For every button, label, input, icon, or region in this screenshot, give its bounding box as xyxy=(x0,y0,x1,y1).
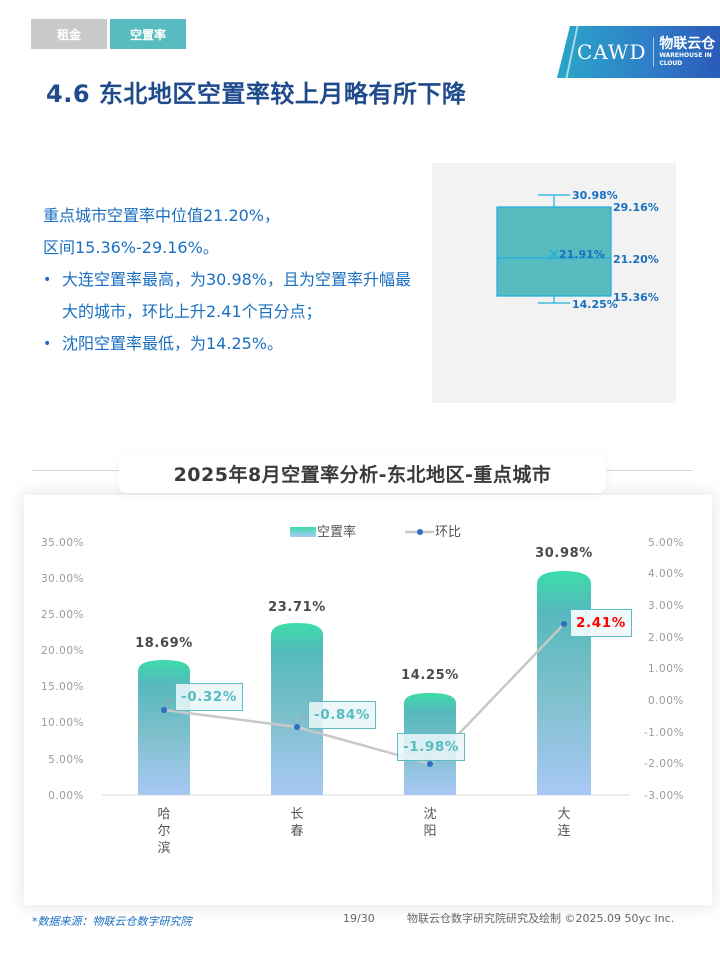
right-tick: 5.00% xyxy=(648,537,684,549)
bar-value-shenyang: 14.25% xyxy=(401,668,459,683)
bar-value-harbin: 18.69% xyxy=(135,636,193,651)
mom-label-shenyang: -1.98% xyxy=(397,733,466,761)
left-tick: 35.00% xyxy=(41,537,84,549)
logo-cawd-text: CAWD xyxy=(577,40,647,64)
tab-vacancy-label: 空置率 xyxy=(129,27,166,42)
tab-vacancy-rate[interactable]: 空置率 xyxy=(110,19,186,49)
category-label-shenyang: 沈阳 xyxy=(423,807,436,839)
mom-label-changchun: -0.84% xyxy=(308,701,377,729)
left-tick: 5.00% xyxy=(48,754,84,766)
leader-line xyxy=(163,699,176,711)
right-tick: 2.00% xyxy=(648,632,684,644)
mom-label-dalian: 2.41% xyxy=(570,609,632,637)
data-source-note: *数据来源：物联云仓数字研究院 xyxy=(32,915,192,928)
copyright-credit: 物联云仓数字研究院研究及绘制 ©2025.09 50yc Inc. xyxy=(407,912,675,925)
category-label-dalian: 大连 xyxy=(557,807,570,839)
brand-logo: CAWD 物联云仓 WAREHOUSE IN CLOUD xyxy=(557,26,720,78)
right-axis: -3.00% -2.00% -1.00% 0.00% 1.00% 2.00% 3… xyxy=(644,537,684,802)
boxplot-median-label: 21.20% xyxy=(613,253,659,266)
right-tick: -2.00% xyxy=(644,758,684,770)
bar-changchun xyxy=(271,623,323,795)
right-tick: 4.00% xyxy=(648,568,684,580)
boxplot-svg: 30.98% 29.16% 21.91% 21.20% 15.36% 14.25… xyxy=(496,189,659,311)
chart-title: 2025年8月空置率分析-东北地区-重点城市 xyxy=(119,453,606,493)
right-tick: -3.00% xyxy=(644,790,684,802)
legend-vacancy-label: 空置率 xyxy=(317,524,356,540)
boxplot-q1-label: 15.36% xyxy=(613,291,659,304)
logo-separator xyxy=(652,37,654,67)
boxplot-box xyxy=(496,206,612,297)
tab-rent[interactable]: 租金 xyxy=(31,19,107,49)
left-axis: 0.00% 5.00% 10.00% 15.00% 20.00% 25.00% … xyxy=(41,537,84,802)
mom-point-shenyang xyxy=(427,761,433,767)
category-label-harbin: 哈尔滨 xyxy=(157,807,170,856)
left-tick: 20.00% xyxy=(41,645,84,657)
logo-brand-cn: 物联云仓 xyxy=(659,36,716,52)
logo-brand-en: WAREHOUSE IN CLOUD xyxy=(659,52,712,67)
right-tick: -1.00% xyxy=(644,727,684,739)
summary-text: 重点城市空置率中位值21.20%， 区间15.36%-29.16%。 大连空置率… xyxy=(43,200,423,360)
mom-point-changchun xyxy=(294,724,300,730)
boxplot-q3-label: 29.16% xyxy=(613,201,659,214)
tab-rent-label: 租金 xyxy=(56,27,81,42)
left-tick: 0.00% xyxy=(48,790,84,802)
logo-brand: 物联云仓 WAREHOUSE IN CLOUD xyxy=(659,36,720,68)
boxplot-panel: 30.98% 29.16% 21.91% 21.20% 15.36% 14.25… xyxy=(432,163,676,403)
section-rule-left xyxy=(32,470,122,471)
left-tick: 10.00% xyxy=(41,717,84,729)
mean-marker-icon xyxy=(549,249,559,259)
mom-line xyxy=(163,623,565,766)
legend-mom-label: 环比 xyxy=(435,525,461,540)
chart-legend: 空置率 环比 xyxy=(290,524,461,540)
summary-bullet-highest: 大连空置率最高，为30.98%，且为空置率升幅最大的城市，环比上升2.41个百分… xyxy=(43,264,413,328)
legend-line-marker-icon xyxy=(417,529,423,535)
right-tick: 1.00% xyxy=(648,663,684,675)
leader-line xyxy=(296,716,309,728)
left-tick: 25.00% xyxy=(41,609,84,621)
boxplot-max-label: 30.98% xyxy=(572,189,618,202)
bar-dalian xyxy=(537,571,591,795)
page-title: 4.6 东北地区空置率较上月略有所下降 xyxy=(46,80,467,108)
boxplot-min-label: 14.25% xyxy=(572,298,618,311)
right-tick: 3.00% xyxy=(648,600,684,612)
category-label-changchun: 长春 xyxy=(290,807,303,839)
mom-point-harbin xyxy=(161,707,167,713)
left-tick: 15.00% xyxy=(41,681,84,693)
mom-label-harbin: -0.32% xyxy=(175,683,244,711)
summary-bullet-lowest: 沈阳空置率最低，为14.25%。 xyxy=(43,328,413,360)
bar-value-dalian: 30.98% xyxy=(535,546,593,561)
page-number: 19/30 xyxy=(343,912,375,925)
chart-svg: 空置率 环比 0.00% 5.00% 10.00% 15.00% 20.00% … xyxy=(41,524,684,856)
bar-value-changchun: 23.71% xyxy=(268,600,326,615)
combo-chart: 空置率 环比 0.00% 5.00% 10.00% 15.00% 20.00% … xyxy=(24,495,712,905)
summary-line-range: 区间15.36%-29.16%。 xyxy=(43,238,219,257)
bar-harbin xyxy=(138,660,190,795)
section-rule-right xyxy=(603,470,693,471)
left-tick: 30.00% xyxy=(41,573,84,585)
summary-line-median: 重点城市空置率中位值21.20%， xyxy=(43,206,281,225)
boxplot-mean-label: 21.91% xyxy=(559,248,605,261)
mom-point-dalian xyxy=(561,621,567,627)
right-tick: 0.00% xyxy=(648,695,684,707)
legend-bar-swatch xyxy=(290,527,316,537)
